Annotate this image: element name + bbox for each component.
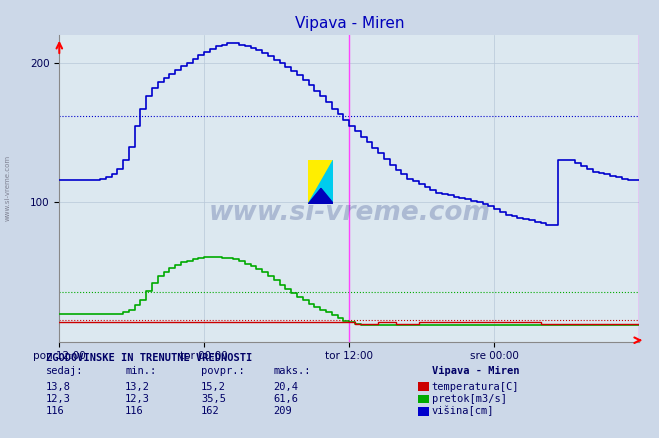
Text: povpr.:: povpr.: bbox=[201, 367, 244, 377]
Text: 209: 209 bbox=[273, 406, 292, 417]
Text: Vipava - Miren: Vipava - Miren bbox=[432, 367, 519, 377]
Text: 35,5: 35,5 bbox=[201, 394, 226, 404]
Text: pretok[m3/s]: pretok[m3/s] bbox=[432, 394, 507, 404]
Polygon shape bbox=[308, 160, 333, 204]
Text: sedaj:: sedaj: bbox=[46, 367, 84, 377]
Text: 12,3: 12,3 bbox=[46, 394, 71, 404]
Text: temperatura[C]: temperatura[C] bbox=[432, 382, 519, 392]
Text: višina[cm]: višina[cm] bbox=[432, 406, 494, 417]
Text: 13,2: 13,2 bbox=[125, 382, 150, 392]
Text: 61,6: 61,6 bbox=[273, 394, 299, 404]
Text: 116: 116 bbox=[125, 406, 144, 417]
Polygon shape bbox=[308, 160, 333, 204]
Text: 162: 162 bbox=[201, 406, 219, 417]
Text: www.si-vreme.com: www.si-vreme.com bbox=[5, 155, 11, 221]
Text: 116: 116 bbox=[46, 406, 65, 417]
Title: Vipava - Miren: Vipava - Miren bbox=[295, 16, 404, 31]
Text: ZGODOVINSKE IN TRENUTNE VREDNOSTI: ZGODOVINSKE IN TRENUTNE VREDNOSTI bbox=[46, 353, 252, 364]
Text: 13,8: 13,8 bbox=[46, 382, 71, 392]
Text: www.si-vreme.com: www.si-vreme.com bbox=[208, 200, 490, 226]
Polygon shape bbox=[308, 188, 333, 204]
Text: 15,2: 15,2 bbox=[201, 382, 226, 392]
Text: 20,4: 20,4 bbox=[273, 382, 299, 392]
Text: 12,3: 12,3 bbox=[125, 394, 150, 404]
Text: maks.:: maks.: bbox=[273, 367, 311, 377]
Text: min.:: min.: bbox=[125, 367, 156, 377]
